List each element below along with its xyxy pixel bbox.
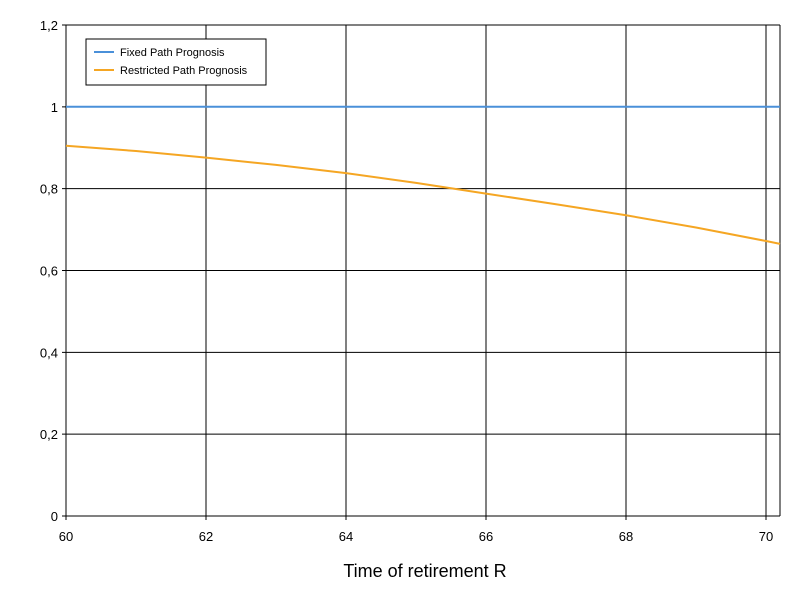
- x-axis-ticks: 60 62 64 66 68 70: [59, 529, 773, 544]
- y-tick-label: 0,4: [40, 345, 58, 360]
- y-axis-ticks: 0 0,2 0,4 0,6 0,8 1 1,2: [40, 18, 58, 524]
- grid: [62, 24, 781, 520]
- legend-label-fixed: Fixed Path Prognosis: [120, 47, 225, 59]
- y-tick-label: 0,2: [40, 427, 58, 442]
- y-tick-label: 0,6: [40, 264, 58, 279]
- x-tick-label: 62: [199, 529, 213, 544]
- x-tick-label: 68: [619, 529, 633, 544]
- y-tick-label: 0,8: [40, 182, 58, 197]
- x-tick-label: 64: [339, 529, 353, 544]
- y-tick-label: 1: [51, 100, 58, 115]
- x-axis-label: Time of retirement R: [343, 561, 506, 581]
- legend-label-restricted: Restricted Path Prognosis: [120, 65, 248, 77]
- series-line-1: [65, 144, 781, 245]
- x-tick-label: 70: [759, 529, 773, 544]
- legend: Fixed Path Prognosis Restricted Path Pro…: [85, 38, 267, 86]
- x-tick-label: 66: [479, 529, 493, 544]
- x-tick-label: 60: [59, 529, 73, 544]
- legend-box: [85, 38, 267, 86]
- y-tick-label: 1,2: [40, 18, 58, 33]
- series-lines: [65, 105, 781, 245]
- y-tick-label: 0: [51, 509, 58, 524]
